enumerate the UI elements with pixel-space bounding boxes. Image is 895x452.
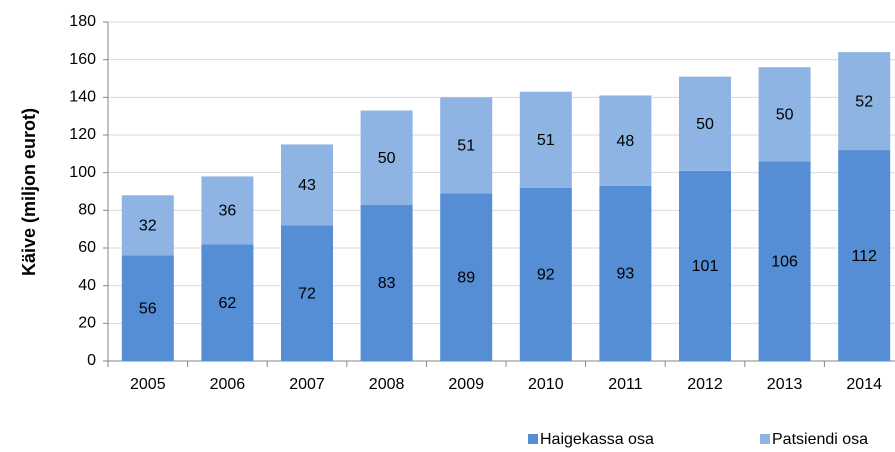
y-tick-label: 120 [69,126,96,143]
data-label: 92 [537,267,555,284]
y-tick-label: 80 [78,202,96,219]
bar-segment [360,110,413,205]
bar-segment [758,67,811,162]
y-tick-label: 60 [78,239,96,256]
y-tick-label: 180 [69,13,96,30]
y-tick-label: 20 [78,315,96,332]
bar-segment [121,195,174,256]
bar-segment [519,187,572,361]
y-tick-label: 140 [69,89,96,106]
bar-segment [838,150,891,361]
data-label: 72 [298,285,316,302]
x-tick-label: 2014 [846,376,882,393]
data-label: 52 [855,93,873,110]
bar-segment [201,176,254,245]
bar-segment [599,185,652,361]
data-label: 51 [457,138,475,155]
data-label: 89 [457,269,475,286]
bar-segment [201,244,254,361]
legend-swatch [528,434,538,444]
data-label: 36 [219,203,237,220]
x-tick-label: 2012 [687,376,723,393]
legend-swatch [760,434,770,444]
bar-segment [440,97,493,194]
bar-segment [121,255,174,361]
data-label: 32 [139,218,157,235]
data-label: 50 [378,150,396,167]
y-tick-label: 40 [78,277,96,294]
legend-label: Patsiendi osa [772,431,868,448]
y-tick-label: 100 [69,164,96,181]
bar-segment [758,161,811,361]
x-tick-label: 2013 [767,376,803,393]
legend-label: Haigekassa osa [540,431,654,448]
data-label: 112 [851,248,877,265]
data-label: 48 [617,133,635,150]
bar-segment [599,95,652,186]
data-label: 83 [378,275,396,292]
data-label: 56 [139,300,157,317]
bar-segment [679,76,731,171]
y-tick-label: 0 [87,352,96,369]
y-axis-label: Käive (miljon eurot) [19,108,39,276]
bar-segment [281,144,333,226]
bar-segment [281,225,333,361]
x-tick-label: 2008 [369,376,405,393]
data-label: 101 [692,258,719,275]
data-label: 51 [537,132,555,149]
x-tick-label: 2007 [289,376,325,393]
x-tick-label: 2005 [130,376,166,393]
data-label: 106 [771,253,798,270]
bar-segment [440,193,493,361]
data-label: 50 [776,107,794,124]
x-tick-label: 2006 [210,376,246,393]
x-tick-label: 2010 [528,376,564,393]
x-tick-label: 2011 [608,376,643,393]
data-label: 43 [298,177,316,194]
data-label: 50 [696,116,714,133]
y-tick-label: 160 [69,51,96,68]
x-tick-label: 2009 [448,376,484,393]
data-label: 93 [617,266,635,283]
bar-segment [519,91,572,188]
data-label: 62 [219,295,237,312]
bar-segment [679,170,731,361]
bar-segment [838,52,891,151]
bar-segment [360,204,413,361]
